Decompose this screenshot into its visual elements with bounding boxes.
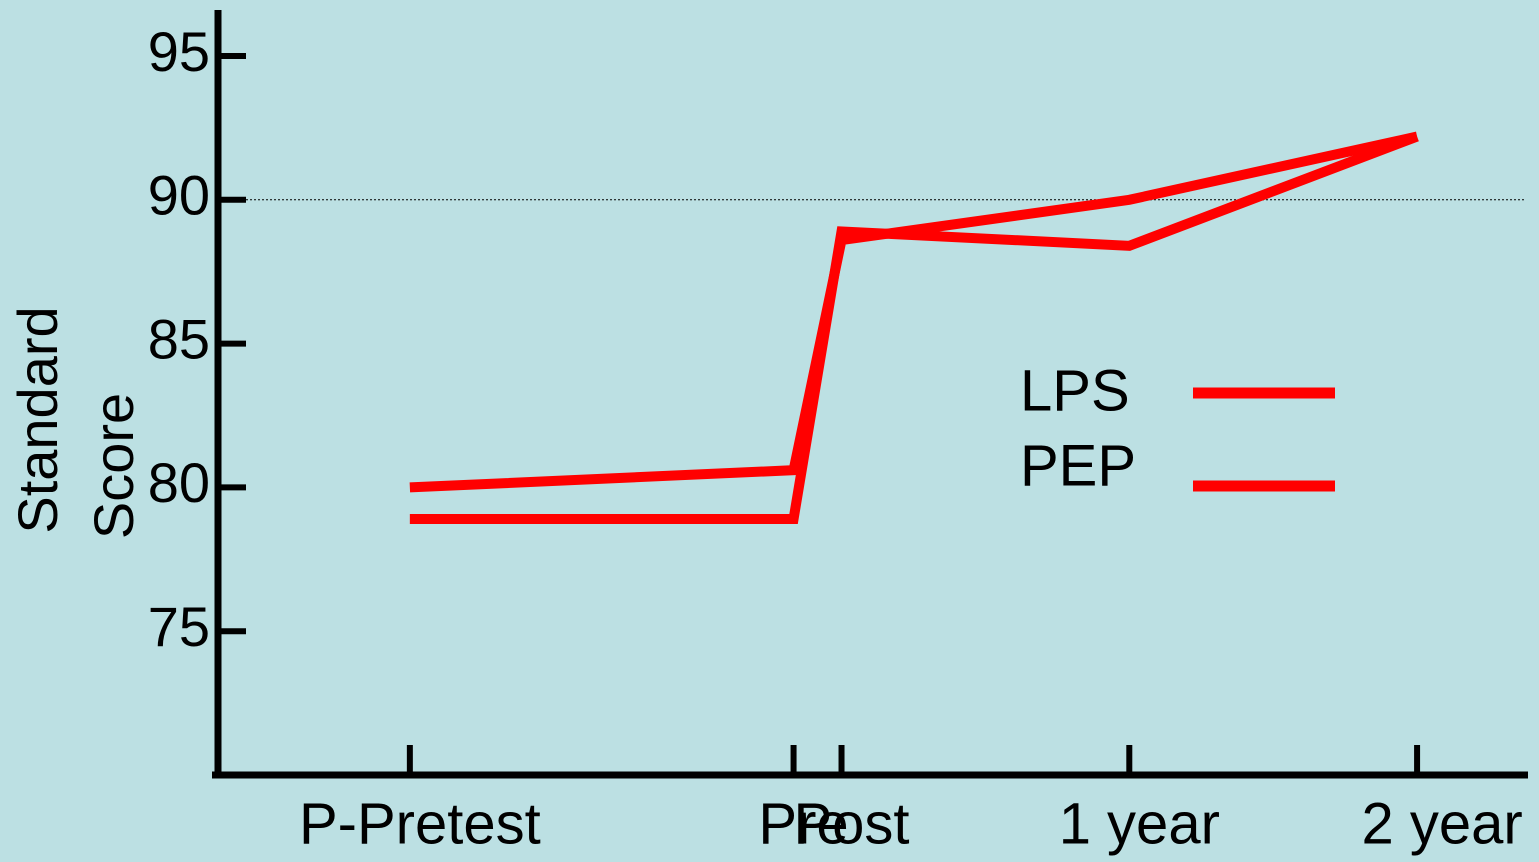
x-tick-label: P-Pretest — [299, 791, 541, 856]
y-tick-label: 80 — [148, 451, 210, 514]
x-tick-label: 1 year — [1059, 791, 1220, 856]
y-tick-label: 95 — [148, 20, 210, 83]
y-tick-label: 75 — [148, 595, 210, 658]
x-tick-label: Post — [793, 791, 909, 856]
legend-label: LPS — [1020, 358, 1130, 423]
y-axis-label: Standard — [6, 306, 69, 533]
y-axis-label: Score — [82, 393, 145, 539]
y-tick-label: 85 — [148, 307, 210, 370]
y-tick-label: 90 — [148, 164, 210, 227]
x-tick-label: 2 year — [1361, 791, 1522, 856]
legend-label: PEP — [1020, 433, 1136, 498]
series-line — [409, 131, 1419, 525]
x-tick-label: Pre — [758, 791, 848, 856]
